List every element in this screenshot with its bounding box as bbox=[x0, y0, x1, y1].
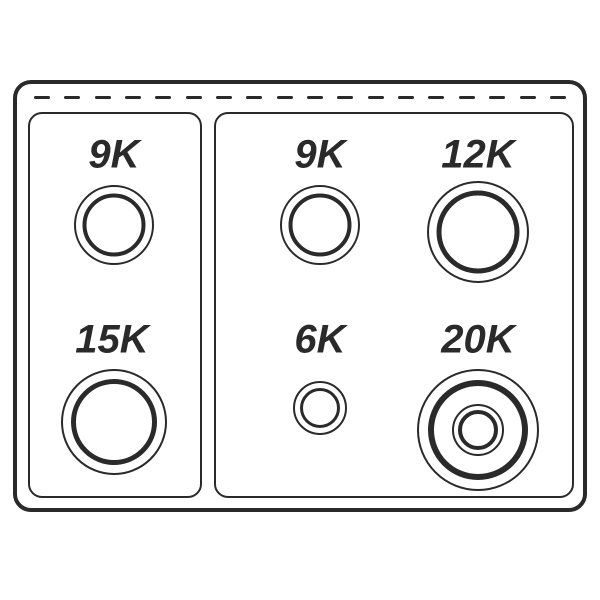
vent-dash bbox=[520, 96, 536, 99]
vent-dash bbox=[428, 96, 444, 99]
vent-dash bbox=[398, 96, 414, 99]
vent-row bbox=[34, 92, 566, 102]
vent-dash bbox=[34, 96, 50, 99]
burner-mid-bottom-label: 6K bbox=[294, 318, 345, 363]
cooktop-diagram: 9K 15K 9K 6K 12K 20K bbox=[0, 0, 600, 600]
vent-dash bbox=[186, 96, 202, 99]
vent-dash bbox=[246, 96, 262, 99]
vent-dash bbox=[125, 96, 141, 99]
burner-left-top-ring-1 bbox=[83, 194, 146, 257]
burner-right-bottom-label: 20K bbox=[441, 318, 514, 363]
burner-left-bottom-ring-1 bbox=[71, 379, 157, 465]
burner-right-top-ring-1 bbox=[437, 191, 520, 274]
vent-dash bbox=[64, 96, 80, 99]
burner-mid-bottom-ring-1 bbox=[300, 388, 340, 428]
burner-mid-top-label: 9K bbox=[294, 133, 345, 178]
vent-dash bbox=[368, 96, 384, 99]
vent-dash bbox=[550, 96, 566, 99]
vent-dash bbox=[277, 96, 293, 99]
vent-dash bbox=[95, 96, 111, 99]
vent-dash bbox=[307, 96, 323, 99]
vent-dash bbox=[337, 96, 353, 99]
burner-right-bottom-ring-3 bbox=[458, 410, 498, 450]
vent-dash bbox=[216, 96, 232, 99]
vent-dash bbox=[155, 96, 171, 99]
vent-dash bbox=[459, 96, 475, 99]
burner-right-top-label: 12K bbox=[441, 133, 514, 178]
burner-left-top-label: 9K bbox=[88, 133, 139, 178]
burner-left-bottom-label: 15K bbox=[75, 318, 148, 363]
burner-mid-top-ring-1 bbox=[289, 194, 352, 257]
vent-dash bbox=[489, 96, 505, 99]
